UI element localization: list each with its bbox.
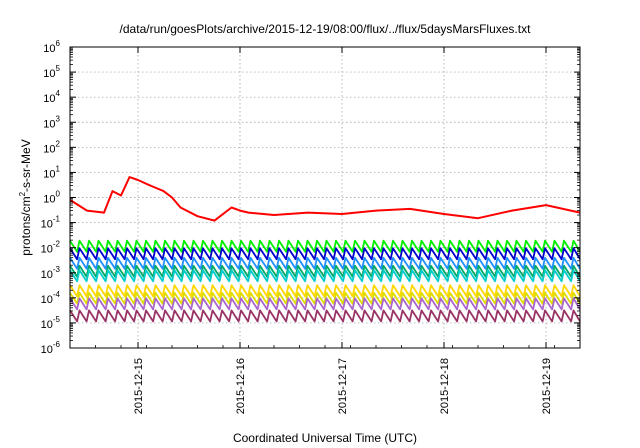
series-line-4 — [69, 264, 581, 278]
y-tick-base: 10 — [41, 219, 53, 231]
y-tick-label: 10-5 — [41, 315, 61, 331]
y-tick-exp: 6 — [56, 39, 61, 48]
y-tick-exp: -4 — [53, 290, 61, 299]
y-tick-base: 10 — [41, 244, 53, 256]
y-tick-exp: 2 — [56, 139, 61, 148]
y-tick-label: 10-4 — [41, 290, 61, 306]
series-line-5 — [69, 269, 581, 283]
y-tick-base: 10 — [41, 294, 53, 306]
y-axis-label-sup: 2 — [18, 191, 27, 196]
x-axis: 2015-12-15 2015-12-16 2015-12-17 2015-12-18… — [69, 47, 581, 414]
x-tick-label: 2015-12-18 — [439, 358, 451, 414]
x-tick-label: 2015-12-19 — [541, 358, 553, 414]
y-tick-exp: -3 — [53, 265, 61, 274]
series-line-3 — [69, 256, 581, 270]
series-line-0 — [69, 176, 581, 222]
y-axis: 10610510410310210110010-110-210-310-410-… — [41, 39, 580, 356]
x-tick-label: 2015-12-16 — [235, 358, 247, 414]
y-tick-label: 100 — [43, 190, 60, 206]
y-tick-exp: 1 — [56, 164, 61, 173]
y-tick-exp: -6 — [53, 340, 61, 349]
y-tick-base: 10 — [43, 194, 55, 206]
y-tick-label: 106 — [43, 39, 60, 55]
y-tick-exp: -5 — [53, 315, 61, 324]
y-tick-base: 10 — [43, 68, 55, 80]
series-line-2 — [69, 247, 581, 261]
y-tick-label: 101 — [43, 164, 60, 180]
y-tick-base: 10 — [43, 143, 55, 155]
y-tick-base: 10 — [43, 93, 55, 105]
y-tick-label: 105 — [43, 64, 60, 80]
y-tick-base: 10 — [41, 269, 53, 281]
y-tick-exp: 3 — [56, 114, 61, 123]
y-tick-label: 104 — [43, 89, 60, 105]
y-tick-label: 103 — [43, 114, 60, 130]
x-axis-label: Coordinated Universal Time (UTC) — [233, 431, 417, 445]
y-axis-label-suffix: -s-sr-MeV — [19, 139, 33, 192]
series-line-8 — [69, 297, 581, 311]
y-axis-label: protons/cm2-s-sr-MeV — [18, 139, 33, 255]
y-tick-label: 10-3 — [41, 265, 61, 281]
y-tick-exp: 5 — [56, 64, 61, 73]
series-line-7 — [69, 291, 581, 305]
y-tick-exp: -2 — [53, 240, 61, 249]
y-tick-base: 10 — [43, 168, 55, 180]
series-layer — [69, 176, 581, 323]
y-axis-label-prefix: protons/cm — [19, 196, 33, 255]
y-tick-label: 10-2 — [41, 240, 61, 256]
series-line-9 — [69, 309, 581, 323]
y-tick-exp: 0 — [56, 190, 61, 199]
y-tick-label: 10-6 — [41, 340, 61, 356]
y-tick-label: 102 — [43, 139, 60, 155]
y-tick-exp: -1 — [53, 215, 61, 224]
y-tick-base: 10 — [41, 344, 53, 356]
y-tick-base: 10 — [43, 43, 55, 55]
x-tick-label: 2015-12-17 — [337, 358, 349, 414]
y-tick-base: 10 — [41, 319, 53, 331]
series-line-6 — [69, 284, 581, 298]
x-tick-label: 2015-12-15 — [133, 358, 145, 414]
y-tick-label: 10-1 — [41, 215, 61, 231]
y-tick-base: 10 — [43, 118, 55, 130]
chart-title: /data/run/goesPlots/archive/2015-12-19/0… — [120, 22, 532, 36]
series-line-1 — [69, 239, 581, 253]
y-tick-exp: 4 — [56, 89, 61, 98]
